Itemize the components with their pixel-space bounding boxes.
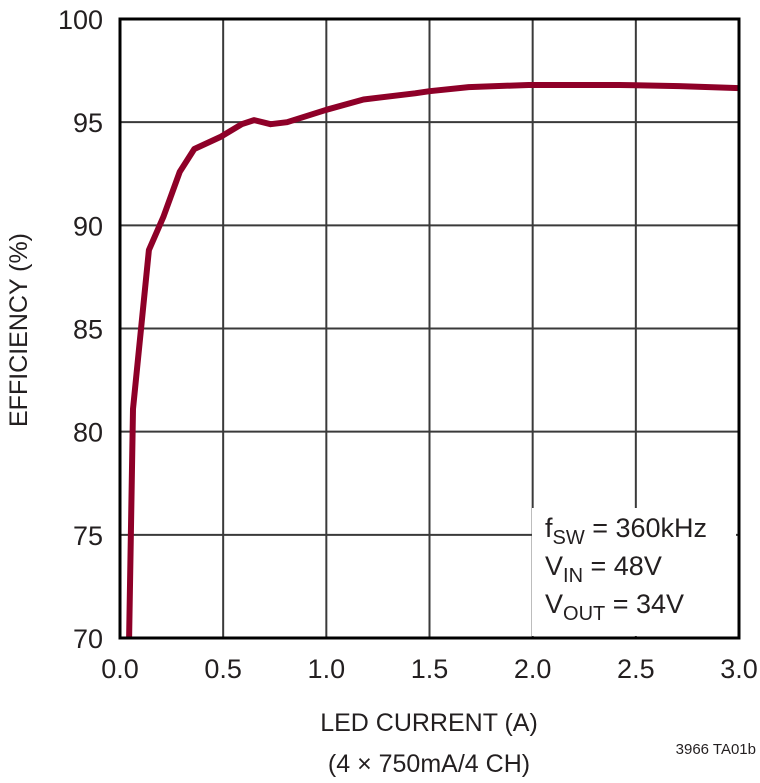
efficiency-line xyxy=(126,82,740,639)
annotation-line: fSW = 360kHz xyxy=(545,513,707,549)
x-tick-label: 3.0 xyxy=(720,654,758,684)
y-axis-title: EFFICIENCY (%) xyxy=(5,233,33,427)
plot-frame xyxy=(118,17,741,640)
annotation-background xyxy=(532,508,736,636)
annotation-line: VIN = 48V xyxy=(545,551,662,587)
x-tick-label: 2.0 xyxy=(514,654,552,684)
x-axis-title: LED CURRENT (A) xyxy=(320,709,538,737)
y-tick-label: 90 xyxy=(73,211,103,241)
x-tick-label: 0.0 xyxy=(101,654,139,684)
efficiency-curve xyxy=(126,82,740,639)
annotation-line: VOUT = 34V xyxy=(545,589,684,625)
y-tick-label: 85 xyxy=(73,315,103,345)
x-axis-subtitle: (4 × 750mA/4 CH) xyxy=(328,750,530,778)
y-tick-label: 75 xyxy=(73,521,103,551)
figure-id: 3966 TA01b xyxy=(676,741,756,758)
y-tick-label: 70 xyxy=(73,624,103,654)
x-tick-label: 2.5 xyxy=(617,654,655,684)
x-tick-label: 1.5 xyxy=(411,654,449,684)
x-tick-label: 1.0 xyxy=(308,654,346,684)
x-axis-tick-labels: 0.0 0.5 1.0 1.5 2.0 2.5 3.0 xyxy=(101,654,758,684)
y-tick-label: 80 xyxy=(73,418,103,448)
y-tick-label: 95 xyxy=(73,108,103,138)
y-axis-tick-labels: 70 75 80 85 90 95 100 xyxy=(58,5,103,654)
x-tick-label: 0.5 xyxy=(204,654,242,684)
y-tick-label: 100 xyxy=(58,5,103,35)
